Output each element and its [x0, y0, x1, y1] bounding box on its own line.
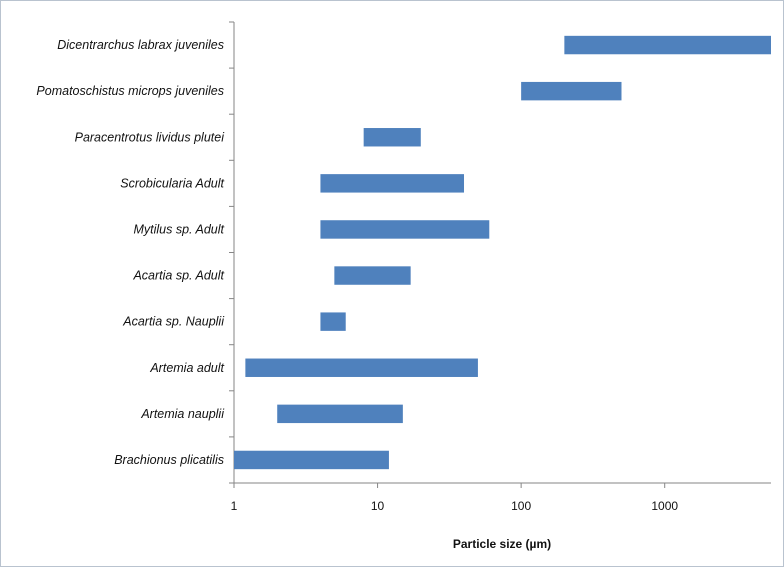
range-bar	[564, 35, 771, 55]
range-bar	[234, 450, 389, 470]
category-label: Pomatoschistus microps juveniles	[36, 84, 224, 98]
range-bar	[363, 128, 421, 147]
category-label: Paracentrotus lividus plutei	[75, 130, 226, 144]
range-bar	[320, 220, 490, 239]
category-label: Scrobicularia Adult	[120, 176, 224, 190]
x-tick-label: 1	[231, 499, 238, 513]
category-label: Artemia adult	[149, 361, 224, 375]
value-axis	[233, 482, 771, 488]
range-bar	[277, 404, 403, 424]
category-axis	[229, 21, 235, 484]
range-bar	[245, 358, 478, 377]
category-label: Dicentrarchus labrax juveniles	[57, 38, 224, 52]
x-axis-title: Particle size (µm)	[453, 537, 551, 551]
category-label: Mytilus sp. Adult	[133, 222, 224, 236]
range-bar	[334, 266, 411, 285]
range-bar	[320, 312, 346, 331]
category-label: Brachionus plicatilis	[114, 453, 224, 467]
category-labels: Brachionus plicatilis Artemia nauplii Arte…	[36, 38, 225, 467]
x-tick-label: 100	[511, 499, 531, 513]
range-bar	[320, 174, 465, 193]
category-label: Artemia nauplii	[140, 407, 225, 421]
tick-labels: 1 10 100 1000	[231, 499, 679, 513]
bars-group	[234, 35, 771, 470]
category-label: Acartia sp. Adult	[132, 269, 224, 283]
category-label: Acartia sp. Nauplii	[122, 315, 225, 329]
range-bar	[521, 81, 622, 101]
x-tick-label: 10	[371, 499, 385, 513]
x-tick-label: 1000	[651, 499, 678, 513]
